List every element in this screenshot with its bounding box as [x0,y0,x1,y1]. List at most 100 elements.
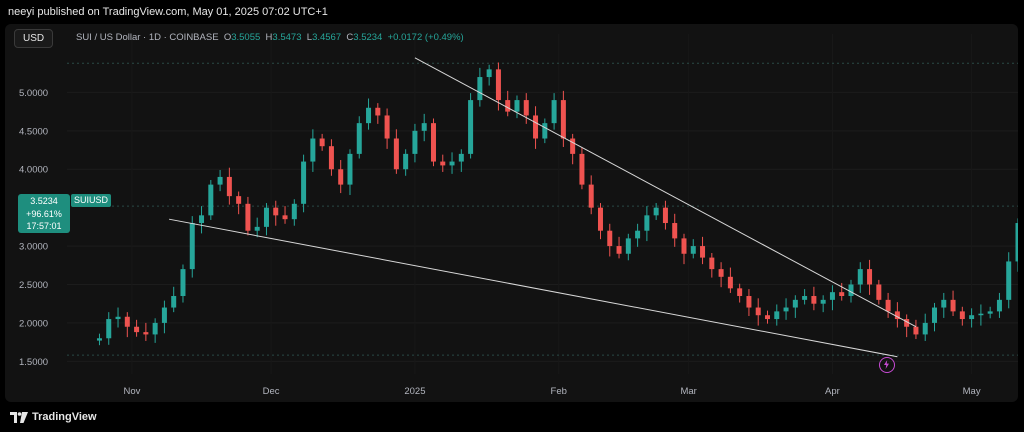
candle-body [282,215,288,220]
candle-body [384,115,390,139]
candle-body [254,226,260,231]
last-price: 3.5234 [30,196,58,206]
candle-body [486,69,492,78]
candle-body [263,207,269,227]
candle-body [969,315,975,320]
price-axis[interactable]: 5.0000 4.5000 4.0000 3.0000 2.5000 2.0000 1.50… [19,88,48,368]
trendline [414,57,917,328]
candle-body [755,307,761,316]
candle-body [746,296,752,308]
candle-body [913,326,919,335]
candle-body [236,196,242,204]
candle-body [811,296,817,304]
tradingview-logo[interactable]: TradingView [10,411,97,423]
candle-body [199,215,205,224]
candle-body [134,326,140,333]
candle-body [421,123,427,131]
legend-change: +0.0172 (+0.49%) [387,32,464,43]
chart-panel[interactable]: 5.0000 4.5000 4.0000 3.0000 2.5000 2.0000 1.50… [5,24,1018,402]
legend-low-value: 3.4567 [312,32,342,43]
tradingview-icon [10,411,28,423]
x-tick-label: Apr [825,386,840,397]
currency-button[interactable]: USD [14,29,54,48]
candle-body [727,276,733,289]
bar-countdown: 17:57:01 [26,221,62,231]
candle-body [514,100,520,112]
legend-open-key: O [223,32,232,43]
candle-body [904,319,910,327]
candle-body [393,138,399,170]
footer: TradingView [0,402,1024,432]
legend-open-value: 3.5055 [231,32,261,43]
candle-body [820,299,826,304]
candle-body [356,123,362,154]
candle-body [301,161,307,204]
candle-body [1015,223,1018,262]
candle-body [570,138,576,154]
candle-body [458,153,464,162]
candle-body [449,161,455,166]
candle-body [468,100,474,154]
candle-body [644,215,650,231]
candle-body [635,230,641,239]
candlestick-chart[interactable]: 5.0000 4.5000 4.0000 3.0000 2.5000 2.0000 1.50… [5,24,1018,402]
candle-body [616,246,622,254]
candle-body [338,169,344,185]
legend-high-key: H [265,32,273,43]
y-tick-label: 4.0000 [19,165,48,176]
candle-body [542,123,548,139]
candle-body [115,316,121,320]
candle-body [848,284,854,297]
candle-body [430,123,436,162]
candle-body [208,184,214,216]
candle-body [412,130,418,154]
candle-body [579,153,585,185]
legend-close-value: 3.5234 [353,32,383,43]
symbol-legend: SUI / US Dollar · 1D · COINBASE O3.5055 … [76,32,464,43]
dashed-levels [67,62,1018,356]
candle-body [857,269,863,285]
candle-body [328,146,334,170]
candle-body [477,77,483,101]
candle-body [273,207,279,216]
candle-body [124,316,130,327]
candle-body [672,223,678,239]
candle-body [894,311,900,320]
candle-body [950,299,956,312]
candle-body [440,161,446,166]
x-tick-label: Dec [263,386,280,397]
candle-body [495,69,501,101]
candle-body [533,115,539,139]
y-tick-label: 2.5000 [19,280,48,291]
last-price-badge: 3.5234 +96.61% 17:57:01 [18,194,70,233]
candle-body [922,322,928,335]
legend-close-key: C [346,32,354,43]
y-tick-label: 2.0000 [19,318,48,329]
x-tick-label: Nov [123,386,140,397]
candle-body [143,332,149,335]
lightning-icon[interactable] [879,357,895,373]
candle-body [931,307,937,323]
candle-body [505,100,511,112]
candle-body [774,311,780,320]
time-axis[interactable]: Nov Dec 2025 Feb Mar Apr May [123,386,980,397]
candle-body [662,207,668,224]
candle-body [106,319,112,339]
published-header: neeyi published on TradingView.com, May … [0,0,1024,24]
symbol-badge: SUIUSD [71,194,112,207]
candle-body [690,246,696,254]
candle-body [523,100,529,116]
candle-body [607,230,613,247]
candle-body [245,203,251,231]
candle-body [737,288,743,297]
candle-body [366,107,372,124]
y-tick-label: 4.5000 [19,126,48,137]
candle-body [625,238,631,254]
x-tick-label: May [963,386,981,397]
candle-body [588,184,594,208]
candle-body [959,311,965,320]
candle-body [941,299,947,308]
candle-body [653,207,659,216]
y-tick-label: 1.5000 [19,357,48,368]
published-text: neeyi published on TradingView.com, May … [8,6,328,18]
